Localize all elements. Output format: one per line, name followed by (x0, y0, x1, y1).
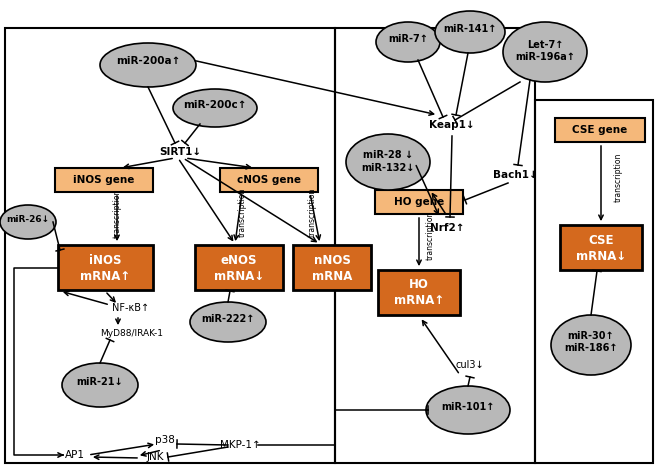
Text: miR-186↑: miR-186↑ (564, 343, 618, 353)
Text: miR-7↑: miR-7↑ (388, 34, 428, 44)
Ellipse shape (0, 205, 56, 239)
FancyBboxPatch shape (555, 118, 645, 142)
FancyBboxPatch shape (195, 245, 283, 290)
Text: cNOS gene: cNOS gene (237, 175, 301, 185)
Text: mRNA↑: mRNA↑ (80, 269, 130, 282)
Text: MyD88/IRAK-1: MyD88/IRAK-1 (100, 329, 163, 337)
Text: miR-200c↑: miR-200c↑ (183, 100, 247, 110)
Text: miR-141↑: miR-141↑ (443, 24, 497, 34)
Ellipse shape (190, 302, 266, 342)
Text: iNOS: iNOS (89, 254, 122, 267)
Text: JNK: JNK (147, 452, 164, 462)
Text: transcription: transcription (237, 188, 246, 237)
FancyBboxPatch shape (375, 190, 463, 214)
FancyBboxPatch shape (58, 245, 153, 290)
Ellipse shape (551, 315, 631, 375)
FancyBboxPatch shape (220, 168, 318, 192)
Text: eNOS: eNOS (221, 254, 258, 267)
Ellipse shape (173, 89, 257, 127)
Text: miR-132↓: miR-132↓ (361, 163, 415, 173)
Text: Keap1↓: Keap1↓ (429, 120, 475, 130)
Text: p38: p38 (155, 435, 175, 445)
Text: HO gene: HO gene (394, 197, 444, 207)
Text: iNOS gene: iNOS gene (74, 175, 135, 185)
FancyBboxPatch shape (293, 245, 371, 290)
Ellipse shape (346, 134, 430, 190)
Text: transcription: transcription (426, 210, 434, 260)
Text: NF-κB↑: NF-κB↑ (112, 303, 149, 313)
Text: mRNA: mRNA (312, 269, 352, 282)
Text: miR-28 ↓: miR-28 ↓ (363, 150, 413, 160)
Text: miR-222↑: miR-222↑ (201, 314, 255, 324)
Ellipse shape (62, 363, 138, 407)
Ellipse shape (503, 22, 587, 82)
Text: transcription: transcription (112, 188, 122, 238)
Text: miR-26↓: miR-26↓ (7, 216, 49, 225)
Text: mRNA↓: mRNA↓ (214, 269, 264, 282)
Text: Nrf2↑: Nrf2↑ (430, 223, 464, 233)
Ellipse shape (426, 386, 510, 434)
Text: MKP-1↑: MKP-1↑ (219, 440, 260, 450)
Text: miR-196a↑: miR-196a↑ (515, 52, 575, 62)
FancyBboxPatch shape (55, 168, 153, 192)
Ellipse shape (435, 11, 505, 53)
Text: mRNA↑: mRNA↑ (394, 293, 444, 306)
Text: nNOS: nNOS (313, 254, 350, 267)
Text: cul3↓: cul3↓ (456, 360, 484, 370)
FancyBboxPatch shape (378, 270, 460, 315)
Text: miR-21↓: miR-21↓ (77, 377, 124, 387)
Text: CSE: CSE (588, 235, 614, 248)
Text: SIRT1↓: SIRT1↓ (159, 147, 201, 157)
Text: miR-30↑: miR-30↑ (568, 331, 614, 341)
Text: AP1: AP1 (65, 450, 85, 460)
Text: miR-200a↑: miR-200a↑ (116, 56, 180, 66)
Ellipse shape (376, 22, 440, 62)
Text: Let-7↑: Let-7↑ (527, 40, 563, 50)
Text: transcription: transcription (614, 152, 622, 202)
Text: HO: HO (409, 279, 429, 291)
Text: CSE gene: CSE gene (572, 125, 627, 135)
Text: mRNA↓: mRNA↓ (576, 250, 626, 263)
Text: miR-101↑: miR-101↑ (442, 402, 495, 412)
Ellipse shape (100, 43, 196, 87)
FancyBboxPatch shape (560, 225, 642, 270)
Text: transcription: transcription (307, 188, 317, 237)
Text: Bach1↓: Bach1↓ (493, 170, 537, 180)
